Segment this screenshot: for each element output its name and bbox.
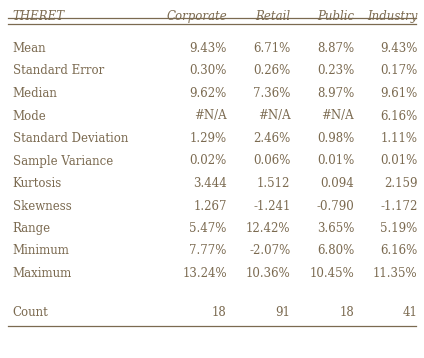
Text: 0.01%: 0.01% — [380, 155, 418, 168]
Text: 1.11%: 1.11% — [381, 132, 418, 145]
Text: Maximum: Maximum — [13, 267, 72, 280]
Text: 18: 18 — [212, 305, 227, 319]
Text: 13.24%: 13.24% — [182, 267, 227, 280]
Text: -1.241: -1.241 — [253, 199, 290, 213]
Text: 6.80%: 6.80% — [317, 245, 354, 257]
Text: Standard Error: Standard Error — [13, 64, 104, 77]
Text: Kurtosis: Kurtosis — [13, 177, 62, 190]
Text: 0.02%: 0.02% — [190, 155, 227, 168]
Text: 0.30%: 0.30% — [190, 64, 227, 77]
Text: Industry: Industry — [367, 10, 418, 23]
Text: 91: 91 — [276, 305, 290, 319]
Text: 0.26%: 0.26% — [253, 64, 290, 77]
Text: Count: Count — [13, 305, 48, 319]
Text: 5.19%: 5.19% — [380, 222, 418, 235]
Text: Sample Variance: Sample Variance — [13, 155, 113, 168]
Text: Standard Deviation: Standard Deviation — [13, 132, 128, 145]
Text: Corporate: Corporate — [166, 10, 227, 23]
Text: THERET: THERET — [13, 10, 65, 23]
Text: 2.46%: 2.46% — [253, 132, 290, 145]
Text: 5.47%: 5.47% — [190, 222, 227, 235]
Text: 0.01%: 0.01% — [317, 155, 354, 168]
Text: Retail: Retail — [255, 10, 290, 23]
Text: 0.98%: 0.98% — [317, 132, 354, 145]
Text: 1.512: 1.512 — [257, 177, 290, 190]
Text: 41: 41 — [403, 305, 418, 319]
Text: 8.97%: 8.97% — [317, 87, 354, 100]
Text: -1.172: -1.172 — [380, 199, 418, 213]
Text: 6.16%: 6.16% — [380, 245, 418, 257]
Text: 0.23%: 0.23% — [317, 64, 354, 77]
Text: 7.77%: 7.77% — [190, 245, 227, 257]
Text: #N/A: #N/A — [194, 110, 227, 122]
Text: 0.17%: 0.17% — [380, 64, 418, 77]
Text: 10.36%: 10.36% — [245, 267, 290, 280]
Text: 0.06%: 0.06% — [253, 155, 290, 168]
Text: 9.43%: 9.43% — [380, 42, 418, 55]
Text: 1.29%: 1.29% — [190, 132, 227, 145]
Text: Mode: Mode — [13, 110, 47, 122]
Text: Skewness: Skewness — [13, 199, 72, 213]
Text: 9.43%: 9.43% — [190, 42, 227, 55]
Text: 9.61%: 9.61% — [380, 87, 418, 100]
Text: 3.444: 3.444 — [193, 177, 227, 190]
Text: -0.790: -0.790 — [316, 199, 354, 213]
Text: Public: Public — [317, 10, 354, 23]
Text: 10.45%: 10.45% — [309, 267, 354, 280]
Text: 11.35%: 11.35% — [373, 267, 418, 280]
Text: #N/A: #N/A — [321, 110, 354, 122]
Text: 7.36%: 7.36% — [253, 87, 290, 100]
Text: 12.42%: 12.42% — [246, 222, 290, 235]
Text: Mean: Mean — [13, 42, 46, 55]
Text: 6.71%: 6.71% — [253, 42, 290, 55]
Text: 9.62%: 9.62% — [190, 87, 227, 100]
Text: Median: Median — [13, 87, 58, 100]
Text: Range: Range — [13, 222, 51, 235]
Text: 8.87%: 8.87% — [317, 42, 354, 55]
Text: #N/A: #N/A — [258, 110, 290, 122]
Text: 2.159: 2.159 — [384, 177, 418, 190]
Text: 6.16%: 6.16% — [380, 110, 418, 122]
Text: 1.267: 1.267 — [193, 199, 227, 213]
Text: Minimum: Minimum — [13, 245, 70, 257]
Text: 3.65%: 3.65% — [317, 222, 354, 235]
Text: 0.094: 0.094 — [320, 177, 354, 190]
Text: 18: 18 — [339, 305, 354, 319]
Text: -2.07%: -2.07% — [249, 245, 290, 257]
